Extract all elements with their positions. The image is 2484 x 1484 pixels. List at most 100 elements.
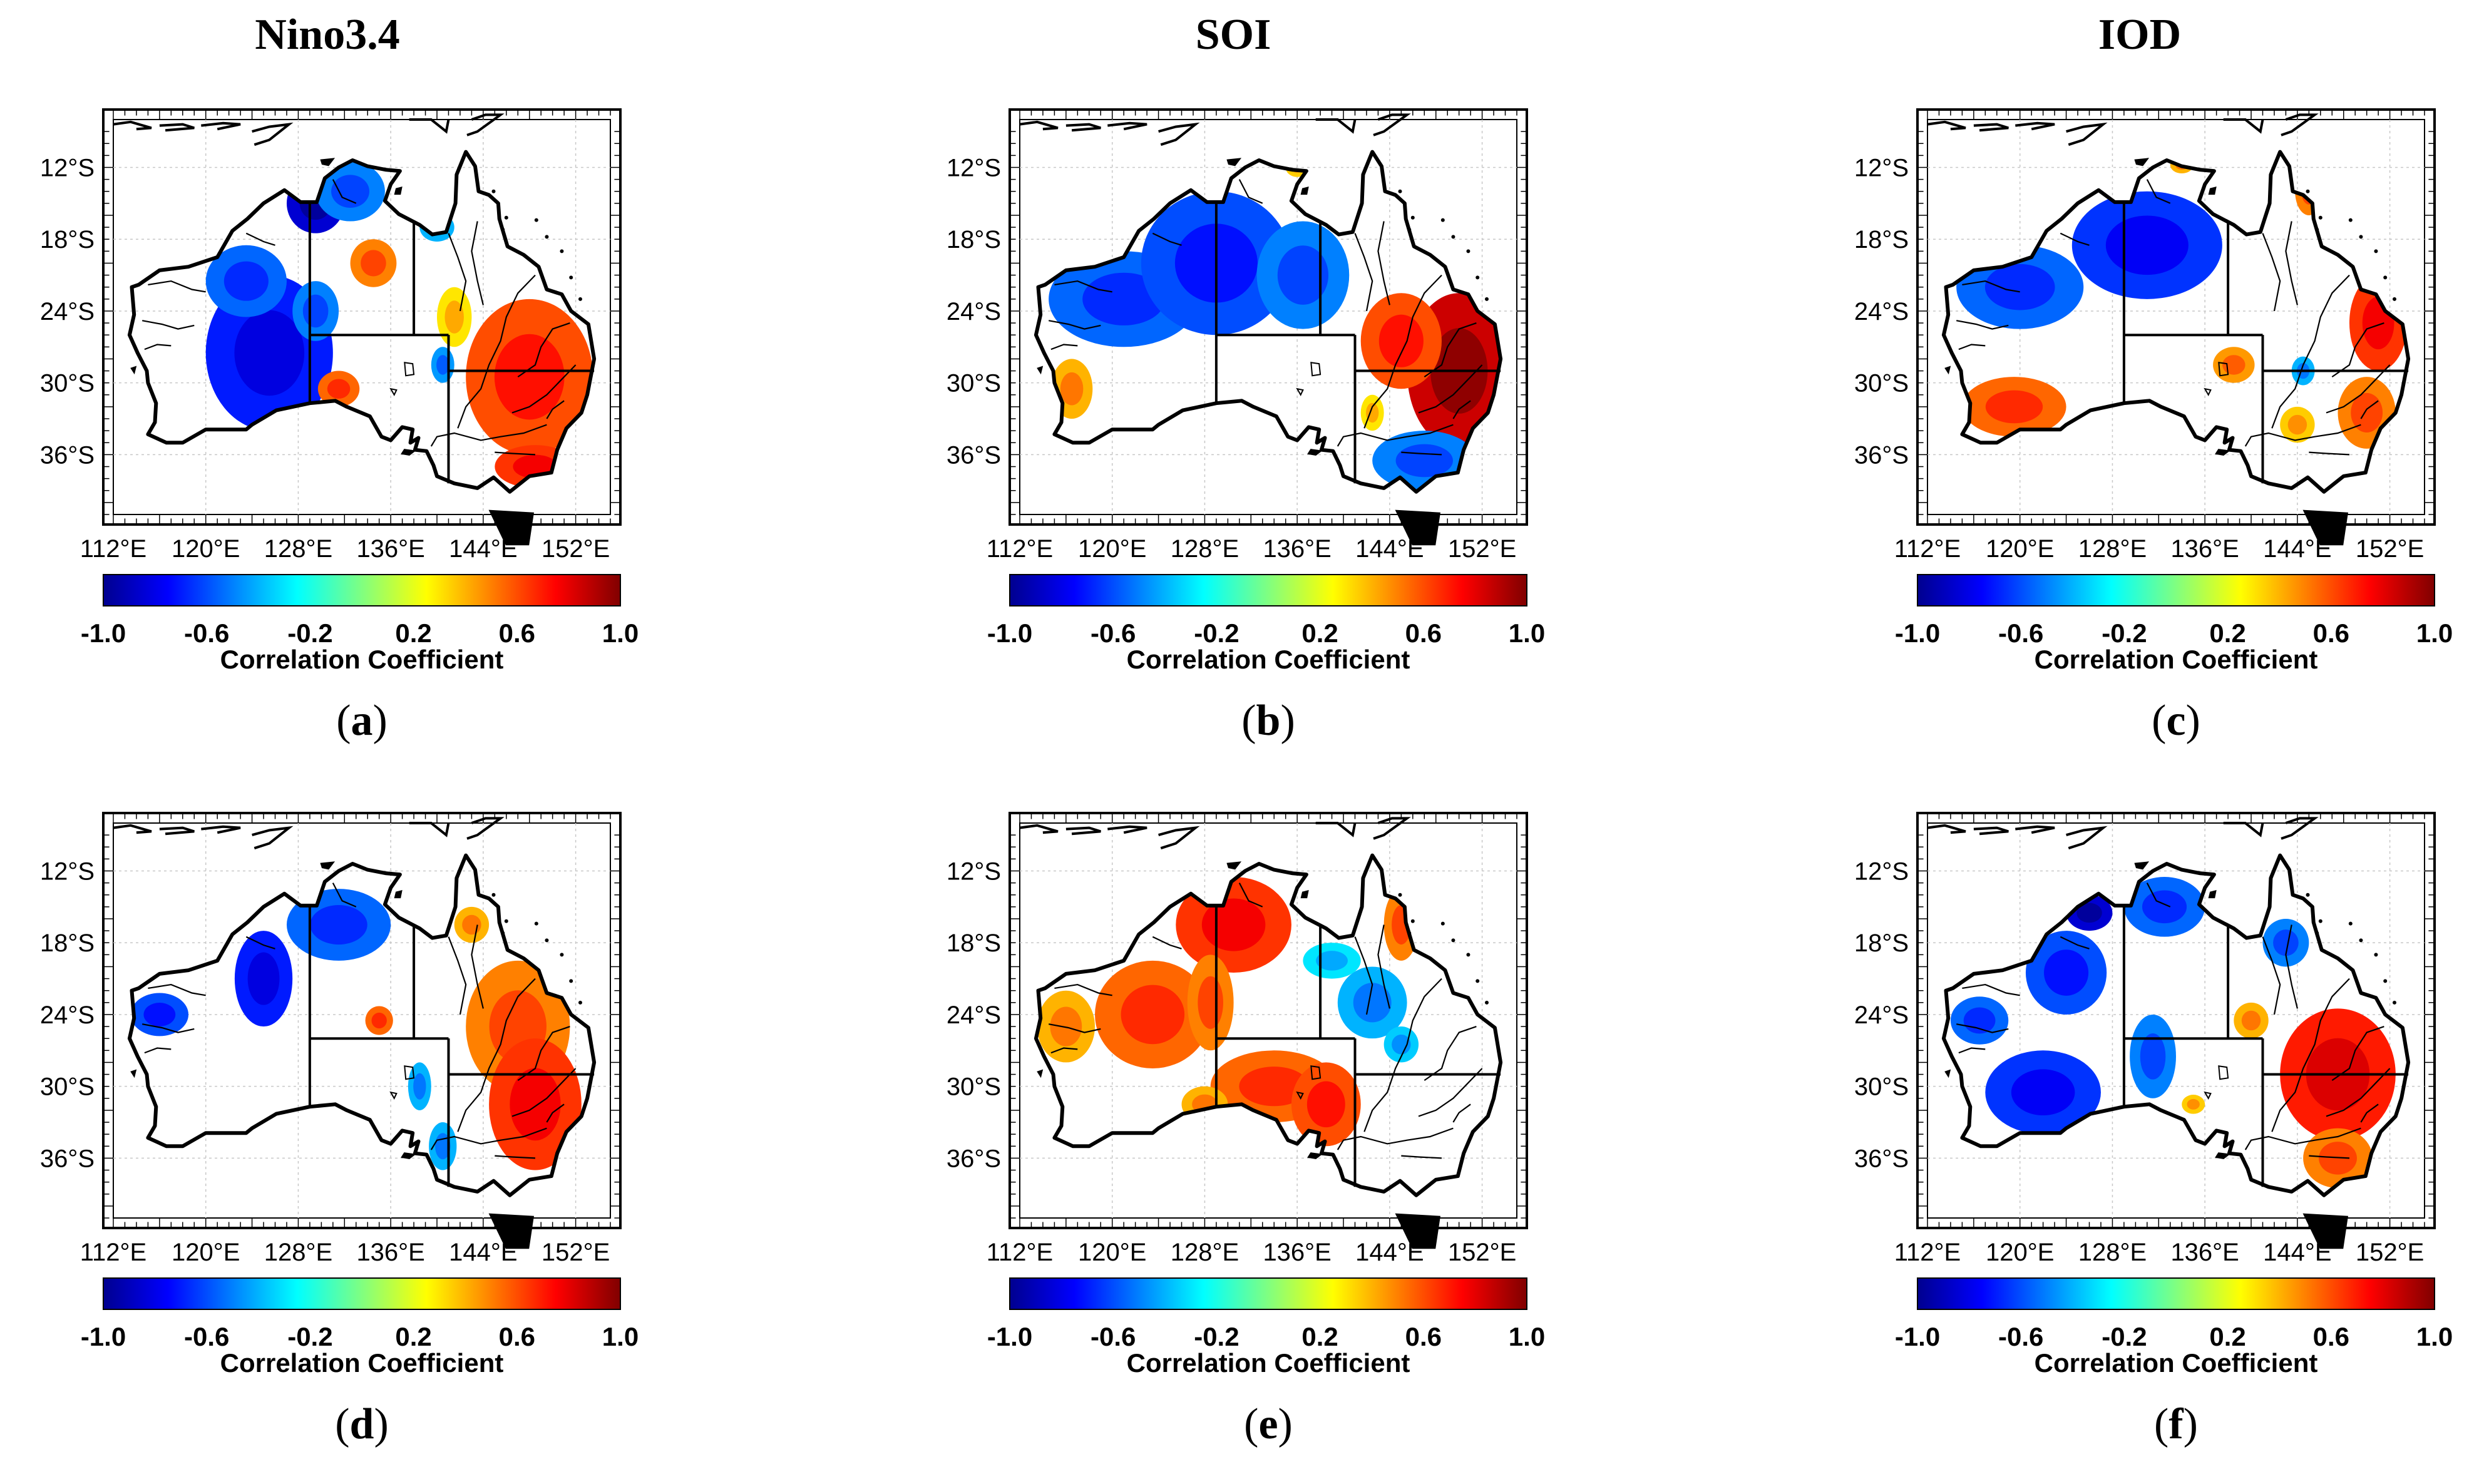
x-tick-label: 152°E: [541, 535, 610, 563]
colorbar-tick-label: -1.0: [987, 618, 1032, 648]
subfigure-label-a: (a): [336, 697, 387, 745]
x-tick-label: 128°E: [1171, 1239, 1239, 1266]
column-title-iod: IOD: [2098, 11, 2181, 59]
y-tick-label: 30°S: [947, 370, 1001, 397]
map-panel-e: 12°S 18°S 24°S 30°S 36°S 112°E 120°E 128°E 136°E…: [947, 812, 1545, 1448]
y-tick-label: 24°S: [1854, 1001, 1909, 1029]
islands: [113, 817, 582, 1249]
x-tick-label: 136°E: [1263, 535, 1331, 563]
correlation-core-4: [331, 175, 370, 208]
colorbar-tick-label: 0.6: [1405, 618, 1442, 648]
colorbar-tick-label: -1.0: [81, 1322, 126, 1351]
map-panel-a: 12°S 18°S 24°S 30°S 36°S 112°E 120°E 128°E 136°E…: [40, 108, 639, 745]
correlation-core-2: [2105, 215, 2189, 275]
correlation-core-6: [1306, 1081, 1345, 1128]
colorbar-tick-label: 1.0: [1509, 618, 1545, 648]
state-borders: [308, 905, 595, 1187]
x-tick-label: 136°E: [1263, 1239, 1331, 1266]
correlation-core-8: [2287, 414, 2307, 435]
x-tick-label: 144°E: [1355, 1239, 1424, 1266]
subfigure-label-f: (f): [2154, 1400, 2198, 1448]
y-tick-label: 24°S: [947, 298, 1001, 325]
colorbar-tick-label: 0.6: [2313, 1322, 2349, 1351]
x-tick-label: 128°E: [264, 535, 332, 563]
correlation-core-9: [462, 914, 481, 935]
correlation-core-4: [1198, 976, 1223, 1029]
colorbar-tick-label: 0.2: [2209, 1322, 2245, 1351]
colorbar-tick-label: 0.2: [1301, 1322, 1338, 1351]
x-tick-label: 112°E: [987, 1239, 1053, 1266]
correlation-core-6: [361, 250, 386, 277]
colorbar-tick-label: -0.2: [287, 1322, 332, 1351]
islands: [1927, 113, 2396, 546]
frame-ticks: [1917, 110, 2435, 525]
y-tick-label: 18°S: [40, 929, 95, 957]
correlation-core-7: [1353, 983, 1392, 1023]
colorbar-tick-label: 0.6: [499, 1322, 535, 1351]
map-panel-d: 12°S 18°S 24°S 30°S 36°S 112°E 120°E 128°E 136°E…: [40, 812, 639, 1448]
correlation-core-5: [1239, 1067, 1310, 1107]
rivers: [142, 179, 577, 456]
colorbar-tick-label: -0.6: [184, 1322, 229, 1351]
correlation-core-8: [1392, 1034, 1411, 1055]
rivers: [1049, 179, 1483, 456]
map-inner-frame: [1927, 822, 2425, 1219]
x-tick-label: 144°E: [2263, 1239, 2331, 1266]
x-tick-label: 136°E: [2170, 1239, 2239, 1266]
x-tick-label: 112°E: [987, 535, 1053, 563]
frame-ticks: [1917, 813, 2435, 1228]
correlation-core-7: [2222, 355, 2245, 375]
colorbar-tick-label: 0.2: [2209, 618, 2245, 648]
colorbar-tick-label: -0.6: [1998, 618, 2043, 648]
islands: [113, 113, 582, 546]
state-borders: [308, 202, 595, 484]
gridlines: [1927, 823, 2425, 1218]
y-tick-label: 24°S: [947, 1001, 1001, 1029]
map-inner-frame: [113, 822, 611, 1219]
y-tick-label: 30°S: [947, 1073, 1001, 1101]
x-tick-label: 136°E: [356, 535, 424, 563]
colorbar-tick-label: -0.6: [184, 618, 229, 648]
correlation-core-5: [1378, 314, 1424, 367]
coastline: [1941, 853, 2411, 1197]
x-tick-label: 120°E: [1986, 1239, 2054, 1266]
frame-ticks: [103, 813, 620, 1228]
colorbar: [1009, 1277, 1527, 1310]
y-tick-label: 30°S: [40, 370, 95, 397]
correlation-core-4: [2142, 890, 2187, 924]
y-tick-label: 18°S: [1854, 929, 1909, 957]
x-tick-label: 152°E: [1448, 1239, 1516, 1266]
colorbar-tick-label: -0.2: [2102, 1322, 2147, 1351]
correlation-core-2: [223, 261, 269, 301]
y-tick-label: 36°S: [947, 441, 1001, 469]
x-tick-label: 112°E: [80, 1239, 146, 1266]
y-tick-label: 18°S: [1854, 226, 1909, 253]
subfigure-label-c: (c): [2152, 697, 2200, 745]
coastline: [127, 150, 597, 494]
coastline: [1034, 150, 1503, 494]
map-inner-frame: [1927, 119, 2425, 515]
colorbar: [1009, 574, 1527, 606]
correlation-core-2: [2044, 949, 2089, 996]
y-tick-label: 12°S: [1854, 154, 1909, 182]
colorbar-tick-label: -0.6: [1091, 618, 1136, 648]
colorbar-tick-label: -0.6: [1091, 1322, 1136, 1351]
colorbar-label: Correlation Coefficient: [2035, 1348, 2318, 1378]
correlation-core-10: [444, 300, 464, 334]
correlation-core-4: [371, 1012, 387, 1029]
islands: [1927, 817, 2396, 1249]
x-tick-label: 120°E: [172, 535, 240, 563]
colorbar-tick-label: 0.2: [395, 618, 431, 648]
coastline: [1034, 853, 1503, 1197]
colorbar-label: Correlation Coefficient: [1127, 1348, 1410, 1378]
coastline: [1941, 150, 2411, 494]
y-tick-label: 30°S: [40, 1073, 95, 1101]
correlation-core-2: [247, 952, 280, 1005]
correlation-core-1: [1963, 1007, 1996, 1034]
y-tick-label: 18°S: [947, 226, 1001, 253]
colorbar-tick-label: 1.0: [2416, 618, 2453, 648]
colorbar: [1917, 1277, 2435, 1310]
x-tick-label: 128°E: [2078, 1239, 2147, 1266]
x-tick-label: 144°E: [449, 1239, 517, 1266]
correlation-core-1: [1082, 272, 1166, 325]
